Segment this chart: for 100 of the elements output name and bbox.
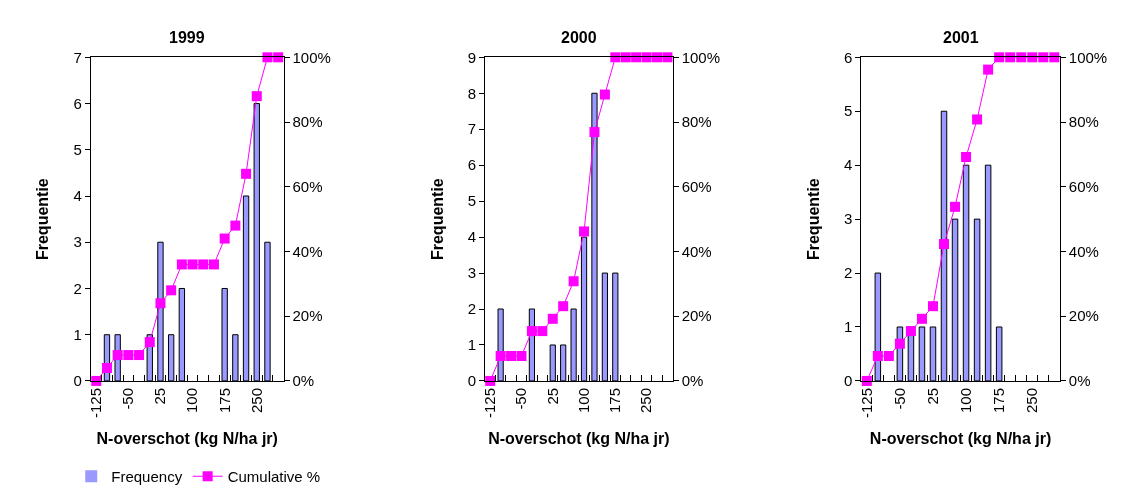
point bbox=[241, 168, 252, 179]
point bbox=[610, 52, 621, 63]
point bbox=[652, 52, 663, 63]
y2-tick-label: 40% bbox=[1068, 242, 1099, 260]
y-axis-title: Frequentie bbox=[428, 178, 446, 261]
y2-tick-label: 40% bbox=[292, 242, 323, 260]
y-tick-label: 2 bbox=[73, 279, 82, 297]
point bbox=[972, 114, 983, 125]
point bbox=[916, 313, 927, 324]
y2-tick-label: 0% bbox=[1068, 372, 1091, 390]
point bbox=[526, 326, 537, 337]
point bbox=[134, 350, 145, 361]
point bbox=[558, 301, 569, 312]
point bbox=[620, 52, 631, 63]
y-axis-title: Frequentie bbox=[34, 178, 52, 261]
y-tick-label: 8 bbox=[467, 84, 476, 102]
point bbox=[961, 151, 972, 162]
y2-tick-label: 40% bbox=[681, 242, 712, 260]
y-tick-label: 2 bbox=[467, 300, 476, 318]
x-tick-label: 25 bbox=[923, 387, 941, 405]
point bbox=[219, 233, 230, 244]
point bbox=[155, 298, 166, 309]
point bbox=[894, 338, 905, 349]
point bbox=[516, 351, 527, 362]
point bbox=[983, 64, 994, 75]
point bbox=[641, 52, 652, 63]
chart-title: 1999 bbox=[169, 29, 205, 46]
y-tick-label: 1 bbox=[467, 336, 476, 354]
y-tick-label: 0 bbox=[73, 372, 82, 390]
point bbox=[599, 89, 610, 100]
x-tick-label: -125 bbox=[481, 387, 499, 418]
y-tick-label: 0 bbox=[843, 372, 853, 390]
y-tick-label: 2 bbox=[843, 264, 853, 282]
x-tick-label: 250 bbox=[637, 387, 655, 413]
y-tick-label: 9 bbox=[467, 48, 476, 66]
point bbox=[144, 337, 155, 348]
y2-tick-label: 60% bbox=[1068, 178, 1099, 195]
y-tick-label: 7 bbox=[73, 48, 82, 66]
point bbox=[905, 326, 916, 337]
point bbox=[112, 350, 123, 361]
y2-tick-label: 100% bbox=[1068, 48, 1108, 66]
x-axis-title: N-overschot (kg N/ha jr) bbox=[869, 429, 1052, 447]
point bbox=[631, 52, 642, 63]
y-tick-label: 4 bbox=[467, 228, 476, 246]
x-tick-label: 100 bbox=[956, 387, 974, 413]
point bbox=[251, 91, 262, 102]
point bbox=[568, 276, 579, 287]
point bbox=[537, 326, 548, 337]
y-tick-label: 5 bbox=[73, 141, 82, 159]
point bbox=[994, 52, 1005, 63]
point bbox=[927, 301, 938, 312]
legend-label: Cumulative % bbox=[227, 468, 321, 486]
y-tick-label: 6 bbox=[73, 94, 82, 112]
point bbox=[861, 375, 872, 386]
y2-tick-label: 80% bbox=[681, 113, 712, 131]
x-axis-title: N-overschot (kg N/ha jr) bbox=[488, 429, 670, 447]
point bbox=[1038, 52, 1049, 63]
y2-tick-label: 80% bbox=[292, 113, 323, 131]
point bbox=[1027, 52, 1038, 63]
y-tick-label: 1 bbox=[73, 325, 82, 343]
point bbox=[485, 375, 496, 386]
x-tick-label: -125 bbox=[87, 387, 105, 418]
point bbox=[589, 127, 600, 138]
y2-tick-label: 0% bbox=[292, 372, 315, 390]
point bbox=[579, 226, 590, 237]
x-tick-label: -50 bbox=[119, 387, 137, 410]
point bbox=[950, 201, 961, 212]
y2-tick-label: 0% bbox=[681, 372, 704, 390]
y2-tick-label: 80% bbox=[1068, 113, 1099, 131]
y2-tick-label: 20% bbox=[1068, 307, 1099, 325]
point bbox=[123, 350, 134, 361]
y-tick-label: 3 bbox=[843, 210, 853, 228]
point bbox=[872, 351, 883, 362]
y-tick-label: 4 bbox=[73, 187, 82, 205]
x-tick-label: 175 bbox=[990, 387, 1008, 413]
point bbox=[230, 220, 241, 231]
point bbox=[262, 52, 273, 63]
point bbox=[208, 259, 219, 270]
y2-tick-label: 60% bbox=[681, 178, 712, 195]
y-tick-label: 3 bbox=[467, 264, 476, 282]
chart-title: 2001 bbox=[943, 29, 979, 46]
y-tick-label: 5 bbox=[843, 102, 853, 120]
point bbox=[547, 313, 558, 324]
y-tick-label: 1 bbox=[843, 318, 853, 336]
x-axis-title: N-overschot (kg N/ha jr) bbox=[96, 429, 278, 447]
point bbox=[495, 351, 506, 362]
point bbox=[883, 351, 894, 362]
point bbox=[939, 239, 950, 250]
y-tick-label: 3 bbox=[73, 233, 82, 251]
x-tick-label: 100 bbox=[574, 387, 592, 413]
y-tick-label: 4 bbox=[843, 156, 853, 174]
y2-tick-label: 60% bbox=[292, 178, 323, 195]
point bbox=[1005, 52, 1016, 63]
y-axis-title: Frequentie bbox=[804, 178, 822, 261]
point bbox=[506, 351, 517, 362]
y-tick-label: 6 bbox=[467, 156, 476, 174]
point bbox=[91, 375, 102, 386]
point bbox=[662, 52, 673, 63]
y-tick-label: 7 bbox=[467, 120, 476, 138]
point bbox=[273, 52, 284, 63]
